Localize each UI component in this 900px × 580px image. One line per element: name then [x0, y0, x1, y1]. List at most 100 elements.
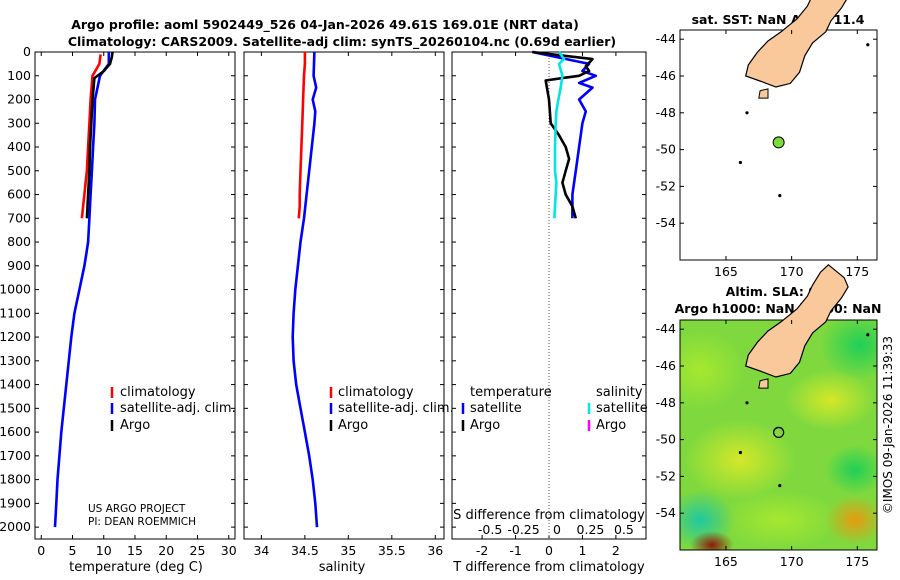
temperature-legend: climatology satellite-adj. clim. Argo: [110, 385, 236, 433]
y-tick-label: 1300: [0, 353, 31, 368]
small-island: [778, 194, 782, 198]
map-y-tick-label: -44: [656, 31, 676, 46]
y-tick-label: 500: [7, 163, 31, 178]
small-island: [738, 160, 743, 165]
x-tick-label: 35: [340, 543, 356, 558]
y-tick-label: 900: [7, 258, 31, 273]
x-tick-label-salinity: 0: [553, 522, 561, 537]
imos-timestamp: ©IMOS 09-Jan-2026 11:39:33: [881, 336, 895, 514]
x-tick-label-salinity: -0.25: [507, 522, 539, 537]
x-tick-label: 25: [190, 543, 206, 558]
x-tick-label: 15: [127, 543, 143, 558]
map-y-tick-label: -48: [656, 395, 676, 410]
map-y-tick-label: -50: [656, 432, 676, 447]
y-tick-label: 2000: [0, 519, 31, 534]
small-island: [745, 111, 749, 115]
map-y-tick-label: -52: [656, 468, 676, 483]
small-island: [778, 484, 782, 488]
y-tick-label: 1400: [0, 377, 31, 392]
map-y-tick-label: -46: [656, 68, 676, 83]
y-tick-label: 200: [7, 92, 31, 107]
x-tick-label: 36: [427, 543, 443, 558]
map-y-tick-label: -48: [656, 105, 676, 120]
small-island: [866, 333, 870, 337]
sla-map-title2: Argo h1000: NaN h2000: NaN: [675, 301, 882, 316]
difference-chart: -2 -1 0 1 2 -0.5 -0.25 0 0.25 0.5: [452, 50, 646, 558]
series-argo: [85, 51, 114, 219]
y-tick-label: 1600: [0, 424, 31, 439]
x-tick-label: -1: [509, 543, 521, 558]
map-x-tick-label: 165: [714, 554, 738, 569]
map-y-tick-label: -50: [656, 142, 676, 157]
x-tick-label: 10: [96, 543, 112, 558]
x-tick-label: 1: [578, 543, 586, 558]
y-tick-label: 1000: [0, 282, 31, 297]
temperature-plot-frame: [34, 51, 236, 540]
sla-map-title1: Altim. SLA: 0.1: [726, 284, 831, 299]
x-tick-label: 34.5: [291, 543, 319, 558]
south-island-landmass: [744, 264, 849, 378]
figure-title-line1: Argo profile: aoml 5902449_526 04-Jan-20…: [71, 17, 579, 33]
temperature-xlabel: temperature (deg C): [69, 560, 203, 575]
sst-map-title: sat. SST: NaN Argo: 11.4: [692, 12, 865, 27]
y-tick-label: 400: [7, 139, 31, 154]
legend-temp-argo-label: Argo: [470, 418, 500, 433]
map-y-tick-label: -46: [656, 358, 676, 373]
x-tick-label-salinity: -0.5: [478, 522, 502, 537]
x-tick-label: 0: [37, 543, 45, 558]
legend-temperature-header: temperature: [470, 385, 552, 400]
credit-project: US ARGO PROJECT: [88, 503, 186, 515]
x-tick-label: 0: [545, 543, 553, 558]
difference-xlabel-top: S difference from climatology: [453, 508, 645, 523]
legend-salinity-header: salinity: [596, 385, 643, 400]
map-x-tick-label: 175: [845, 554, 869, 569]
x-tick-label: -2: [476, 543, 488, 558]
map-x-tick-label: 175: [845, 264, 869, 279]
legend-argo-label: Argo: [120, 418, 150, 433]
legend-satellite-label: satellite-adj. clim.: [120, 401, 236, 416]
legend-climatology-label: climatology: [120, 385, 196, 400]
y-tick-label: 0: [23, 44, 31, 59]
map-y-tick-label: -54: [656, 505, 676, 520]
map-x-tick-label: 170: [780, 264, 804, 279]
legend-argo-label: Argo: [338, 418, 368, 433]
legend-satellite-label: satellite-adj. clim.: [338, 401, 454, 416]
salinity-xlabel: salinity: [319, 560, 366, 575]
series-temperature-argo: [532, 50, 594, 219]
series-salinity-satellite: [553, 51, 566, 219]
y-tick-label: 1500: [0, 400, 31, 415]
legend-temp-satellite-label: satellite: [470, 401, 522, 416]
x-tick-label-salinity: 0.5: [614, 522, 634, 537]
map-y-tick-label: -54: [656, 215, 676, 230]
series-satellite-adj-clim-: [53, 52, 111, 528]
map-x-tick-label: 165: [714, 264, 738, 279]
series-satellite-adj-clim-: [291, 51, 319, 528]
y-tick-label: 1200: [0, 329, 31, 344]
x-tick-label: 35.5: [378, 543, 406, 558]
x-tick-label: 20: [158, 543, 174, 558]
stewart-island: [758, 88, 769, 99]
temperature-chart: 0 5 10 15 20 25 300100200300400500600700800900…: [0, 44, 237, 558]
difference-xlabel: T difference from climatology: [452, 560, 645, 575]
map-y-tick-label: -44: [656, 321, 676, 336]
sst-map: sat. SST: NaN Argo: 11.4 165 170 175 -44 -46…: [656, 0, 878, 279]
y-tick-label: 800: [7, 234, 31, 249]
x-tick-label: 5: [69, 543, 77, 558]
y-tick-label: 600: [7, 187, 31, 202]
series-climatology: [80, 54, 102, 219]
difference-legend: temperature satellite Argo salinity sate…: [461, 385, 648, 433]
salinity-legend: climatology satellite-adj. clim. Argo: [329, 385, 454, 433]
salinity-chart: 34 34.5 35 35.5 36: [244, 51, 444, 558]
y-tick-label: 1800: [0, 472, 31, 487]
salinity-plot-frame: [243, 51, 445, 540]
y-tick-label: 1700: [0, 448, 31, 463]
sla-map-frame: [679, 319, 878, 551]
south-island-landmass: [744, 0, 847, 88]
small-island: [745, 401, 749, 405]
legend-climatology-label: climatology: [338, 385, 414, 400]
y-tick-label: 100: [7, 68, 31, 83]
figure-title-line2: Climatology: CARS2009. Satellite-adj cli…: [68, 34, 616, 50]
legend-sal-satellite-label: satellite: [596, 401, 648, 416]
x-tick-label: 2: [612, 543, 620, 558]
